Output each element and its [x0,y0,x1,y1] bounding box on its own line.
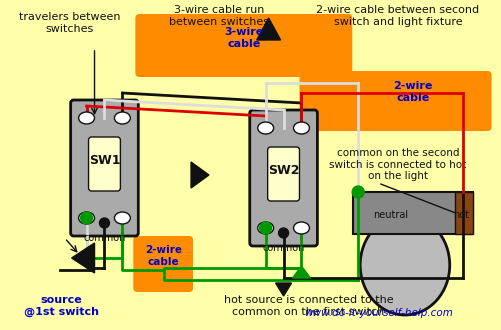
Text: neutral: neutral [373,210,408,220]
Ellipse shape [79,212,94,224]
Ellipse shape [257,122,273,134]
Text: www.do-it-yourself-help.com: www.do-it-yourself-help.com [303,308,451,318]
Text: source
@1st switch: source @1st switch [24,295,99,317]
Text: hot: hot [452,210,468,220]
Circle shape [259,222,271,234]
Polygon shape [72,243,94,273]
Polygon shape [275,283,291,296]
Bar [454,192,471,234]
Circle shape [352,186,363,198]
Text: 2-wire
cable: 2-wire cable [144,245,181,267]
Text: common: common [262,243,304,253]
Text: common: common [83,233,125,243]
Text: SW1: SW1 [89,153,120,167]
FancyBboxPatch shape [88,137,120,191]
FancyBboxPatch shape [249,110,317,246]
Text: 2-wire
cable: 2-wire cable [392,81,432,103]
Ellipse shape [114,112,130,124]
Text: travelers between
switches: travelers between switches [19,12,120,34]
FancyBboxPatch shape [267,147,299,201]
Text: hot source is connected to the
common on the first switch: hot source is connected to the common on… [223,295,392,316]
FancyBboxPatch shape [133,236,193,292]
Text: 3-wire cable run
between switches: 3-wire cable run between switches [168,5,269,27]
Text: SW2: SW2 [268,163,299,177]
Circle shape [99,218,109,228]
Ellipse shape [79,112,94,124]
FancyBboxPatch shape [71,100,138,236]
Polygon shape [256,18,280,40]
Text: 2-wire cable between second
switch and light fixture: 2-wire cable between second switch and l… [316,5,478,27]
Ellipse shape [257,222,273,234]
Bar [353,192,471,234]
FancyBboxPatch shape [299,71,490,131]
Ellipse shape [360,215,449,315]
FancyBboxPatch shape [135,14,352,77]
Circle shape [278,228,288,238]
Polygon shape [191,162,208,188]
Text: 3-wire
cable: 3-wire cable [224,27,263,49]
Circle shape [81,212,92,224]
Ellipse shape [114,212,130,224]
Polygon shape [292,266,310,278]
Text: common on the second
switch is connected to hot
on the light: common on the second switch is connected… [329,148,466,181]
Ellipse shape [293,222,309,234]
Ellipse shape [293,122,309,134]
